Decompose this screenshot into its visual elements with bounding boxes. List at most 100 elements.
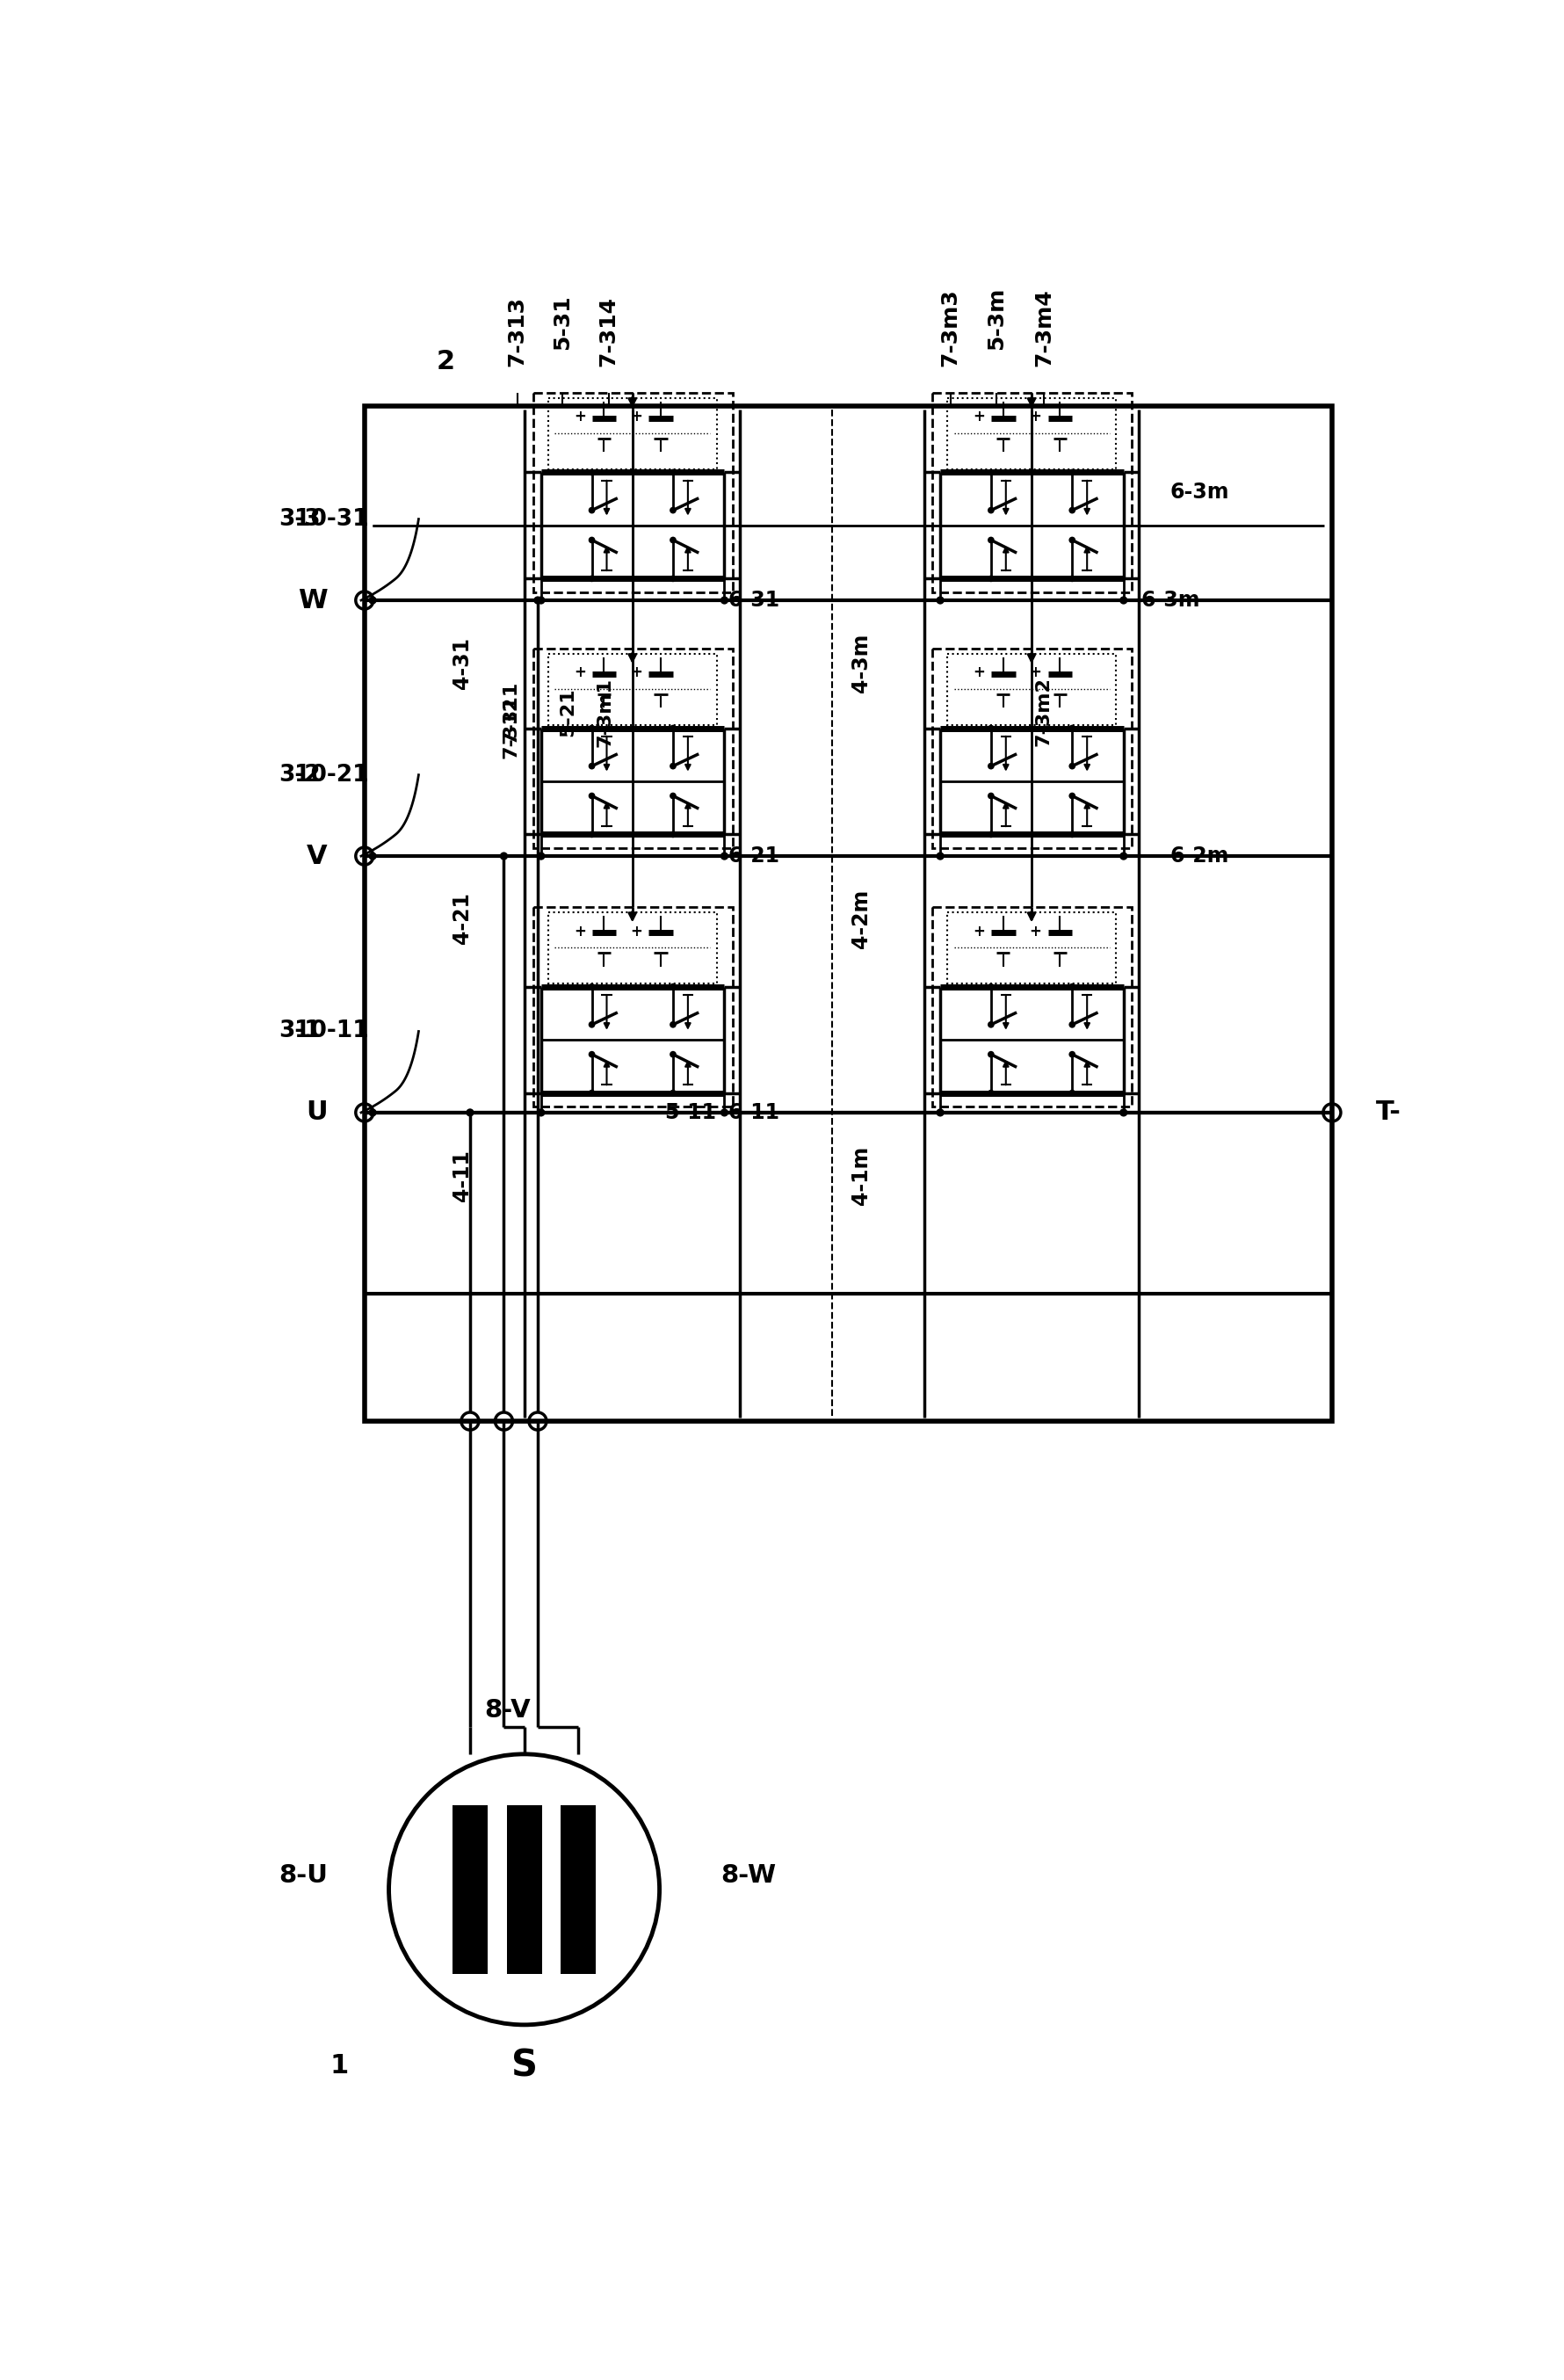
- Bar: [547, 397, 716, 469]
- Circle shape: [669, 726, 676, 731]
- Text: 7-312: 7-312: [502, 695, 519, 759]
- Text: 4-1m: 4-1m: [851, 1145, 871, 1204]
- Bar: [948, 397, 1117, 469]
- Text: 10-21: 10-21: [294, 764, 369, 785]
- Bar: [364, 407, 1333, 1421]
- Bar: [533, 647, 732, 847]
- Text: 4-2m: 4-2m: [851, 888, 871, 947]
- Circle shape: [1068, 469, 1076, 476]
- Text: +: +: [1029, 923, 1042, 940]
- Text: +: +: [630, 923, 643, 940]
- Circle shape: [1068, 507, 1076, 514]
- Circle shape: [987, 1021, 995, 1028]
- Circle shape: [669, 1021, 676, 1028]
- Text: S: S: [511, 2047, 538, 2085]
- Circle shape: [1068, 726, 1076, 731]
- Text: 8-W: 8-W: [721, 1864, 776, 1887]
- Text: 4-3m: 4-3m: [851, 633, 871, 693]
- Circle shape: [987, 1052, 995, 1057]
- Circle shape: [721, 1109, 729, 1116]
- Circle shape: [588, 983, 596, 990]
- Circle shape: [369, 597, 377, 605]
- Text: 7-311: 7-311: [502, 681, 519, 743]
- Circle shape: [1120, 1109, 1128, 1116]
- Bar: [932, 393, 1132, 593]
- Text: +: +: [630, 664, 643, 681]
- Text: 3-3: 3-3: [278, 507, 321, 531]
- Text: 6-11: 6-11: [729, 1102, 780, 1123]
- Text: 6-3m: 6-3m: [1140, 590, 1200, 612]
- Circle shape: [987, 469, 995, 476]
- Text: +: +: [973, 923, 985, 940]
- Text: 10-11: 10-11: [294, 1021, 369, 1042]
- Text: 4-11: 4-11: [452, 1150, 472, 1202]
- Text: 5-21: 5-21: [560, 688, 577, 735]
- Circle shape: [588, 1021, 596, 1028]
- Circle shape: [588, 1090, 596, 1097]
- Text: 10-31: 10-31: [294, 507, 369, 531]
- Circle shape: [669, 469, 676, 476]
- Circle shape: [1068, 793, 1076, 800]
- Text: 6-21: 6-21: [729, 845, 780, 866]
- Text: 5-3m: 5-3m: [985, 288, 1007, 350]
- Text: +: +: [574, 409, 586, 424]
- Circle shape: [588, 1052, 596, 1057]
- Text: +: +: [973, 409, 985, 424]
- Text: +: +: [630, 409, 643, 424]
- Circle shape: [669, 507, 676, 514]
- Text: 5-11: 5-11: [665, 1102, 716, 1123]
- Bar: [948, 654, 1117, 726]
- Circle shape: [588, 831, 596, 838]
- Bar: [452, 1804, 488, 1973]
- Circle shape: [987, 1090, 995, 1097]
- Text: +: +: [1029, 664, 1042, 681]
- Circle shape: [987, 507, 995, 514]
- Bar: [561, 1804, 596, 1973]
- Circle shape: [1120, 597, 1128, 605]
- Text: 7-313: 7-313: [507, 298, 529, 367]
- Circle shape: [669, 576, 676, 583]
- Circle shape: [669, 793, 676, 800]
- Circle shape: [500, 852, 508, 859]
- Text: 7-314: 7-314: [597, 298, 619, 367]
- Circle shape: [533, 597, 541, 605]
- Text: +: +: [574, 664, 586, 681]
- Circle shape: [669, 831, 676, 838]
- Circle shape: [937, 852, 945, 859]
- Text: W: W: [297, 588, 327, 614]
- Text: 3-2: 3-2: [278, 764, 321, 785]
- Circle shape: [536, 597, 546, 605]
- Circle shape: [588, 726, 596, 731]
- Circle shape: [987, 726, 995, 731]
- Circle shape: [1068, 1021, 1076, 1028]
- Circle shape: [1068, 1052, 1076, 1057]
- Circle shape: [1068, 536, 1076, 543]
- Circle shape: [987, 536, 995, 543]
- Text: 7-3m1: 7-3m1: [596, 678, 615, 747]
- Text: U: U: [305, 1100, 327, 1126]
- Circle shape: [1068, 831, 1076, 838]
- Text: +: +: [973, 664, 985, 681]
- Circle shape: [937, 1109, 945, 1116]
- Circle shape: [669, 762, 676, 769]
- Text: 7-3m3: 7-3m3: [940, 288, 960, 367]
- Text: 6-2m: 6-2m: [1170, 845, 1229, 866]
- Text: 6-3m: 6-3m: [1170, 481, 1229, 502]
- Text: 5-31: 5-31: [552, 295, 574, 350]
- Circle shape: [588, 762, 596, 769]
- Circle shape: [1068, 576, 1076, 583]
- Circle shape: [669, 536, 676, 543]
- Circle shape: [721, 852, 729, 859]
- Circle shape: [369, 852, 377, 859]
- Circle shape: [588, 536, 596, 543]
- Circle shape: [669, 983, 676, 990]
- Circle shape: [987, 793, 995, 800]
- Bar: [547, 912, 716, 983]
- Text: 1: 1: [330, 2052, 349, 2078]
- Circle shape: [1068, 1090, 1076, 1097]
- Text: 3-1: 3-1: [278, 1021, 321, 1042]
- Text: 8-U: 8-U: [278, 1864, 328, 1887]
- Circle shape: [588, 793, 596, 800]
- Bar: [932, 907, 1132, 1107]
- Circle shape: [1068, 762, 1076, 769]
